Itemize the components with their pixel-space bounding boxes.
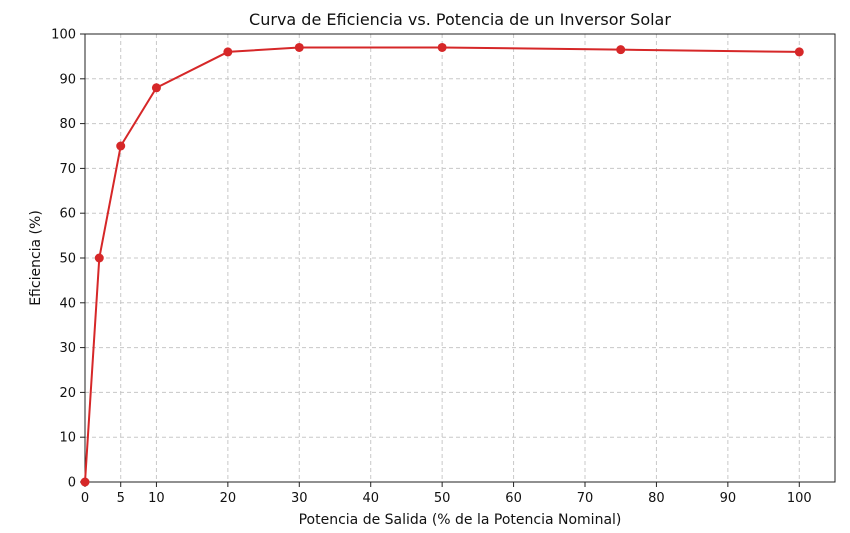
y-tick-label: 60 [59, 207, 76, 222]
y-tick-label: 80 [59, 117, 76, 132]
data-point [223, 47, 233, 57]
y-tick-label: 70 [59, 162, 76, 177]
x-tick-label: 0 [81, 491, 89, 506]
y-tick-label: 20 [59, 386, 76, 401]
x-tick-label: 30 [291, 491, 308, 506]
x-tick-label: 100 [787, 491, 812, 506]
data-point [116, 141, 126, 151]
data-point [80, 477, 90, 487]
data-point [616, 45, 626, 55]
data-point [794, 47, 804, 57]
x-tick-label: 80 [648, 491, 665, 506]
series-group [80, 42, 804, 487]
y-tick-label: 100 [51, 28, 76, 43]
y-tick-label: 0 [68, 476, 76, 491]
chart-title: Curva de Eficiencia vs. Potencia de un I… [249, 10, 671, 29]
grid [84, 33, 835, 483]
y-tick-label: 10 [59, 431, 76, 446]
data-point [294, 42, 304, 52]
data-point [94, 253, 104, 263]
x-tick-label: 50 [434, 491, 451, 506]
y-tick-label: 50 [59, 252, 76, 267]
x-tick-label: 90 [720, 491, 737, 506]
x-tick-label: 20 [220, 491, 237, 506]
x-tick-label: 5 [117, 491, 125, 506]
x-tick-label: 10 [148, 491, 165, 506]
x-tick-label: 40 [362, 491, 379, 506]
x-tick-label: 60 [505, 491, 522, 506]
y-axis-title: Eficiencia (%) [28, 210, 44, 306]
x-axis-title: Potencia de Salida (% de la Potencia Nom… [299, 512, 622, 528]
x-tick-label: 70 [577, 491, 594, 506]
x-axis: 0 5 10 20 30 40 50 60 70 80 90 100 [81, 482, 812, 506]
data-point [151, 83, 161, 93]
y-tick-label: 90 [59, 72, 76, 87]
data-point [437, 42, 447, 52]
y-tick-label: 30 [59, 341, 76, 356]
y-axis: 0 10 20 30 40 50 60 70 80 90 100 [51, 28, 85, 491]
y-tick-label: 40 [59, 296, 76, 311]
